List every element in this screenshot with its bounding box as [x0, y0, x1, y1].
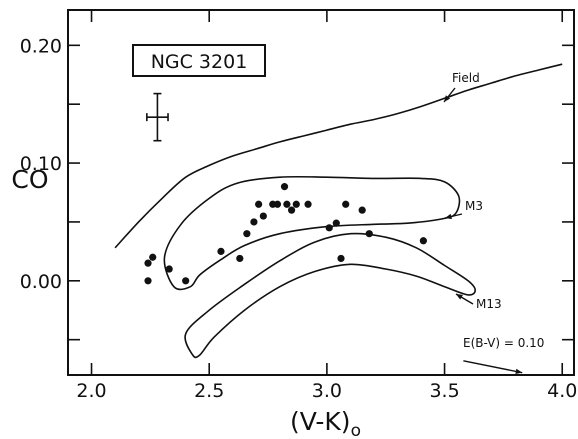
data-point — [255, 200, 263, 208]
x-axis-label: (V-K)o — [290, 407, 361, 439]
data-point — [165, 265, 173, 273]
x-tick-label: 2.0 — [76, 380, 106, 402]
data-point — [217, 247, 225, 255]
y-axis-label: CO — [11, 165, 48, 194]
data-point — [287, 206, 296, 214]
x-tick-label: 3.5 — [429, 380, 459, 402]
data-points — [144, 183, 427, 285]
y-tick-label: 0.00 — [20, 271, 62, 293]
data-point — [243, 230, 251, 238]
data-point — [332, 219, 340, 227]
data-point — [182, 277, 190, 285]
data-point — [337, 254, 345, 263]
data-point — [280, 183, 289, 191]
m13-leader-head — [456, 294, 463, 300]
data-point — [365, 230, 373, 238]
data-point — [273, 200, 282, 208]
data-point — [325, 224, 333, 232]
m13-label: M13 — [476, 297, 502, 311]
data-point — [144, 277, 152, 285]
y-tick-label: 0.20 — [20, 35, 62, 57]
chart-title: NGC 3201 — [151, 51, 248, 73]
y-tick-label: 0.10 — [20, 153, 62, 175]
curve-field — [114, 63, 563, 249]
data-point — [304, 200, 312, 208]
x-tick-label: 2.5 — [194, 380, 224, 402]
data-point — [419, 237, 427, 245]
data-point — [259, 212, 267, 220]
reddening-arrow-head — [515, 368, 523, 375]
data-point — [342, 200, 350, 208]
curve-annotations: Field M3 M13 E(B-V) = 0.10 — [452, 71, 544, 350]
plot-frame — [67, 9, 575, 376]
m3-label: M3 — [465, 199, 483, 213]
data-point — [149, 253, 157, 261]
sequence-curves — [114, 63, 563, 375]
data-point — [358, 206, 366, 214]
data-point — [236, 254, 244, 263]
data-point — [144, 259, 152, 267]
error-bar — [146, 92, 169, 142]
reddening-label: E(B-V) = 0.10 — [463, 336, 544, 350]
reddening-arrow — [463, 360, 523, 374]
curve-m3 — [163, 175, 461, 291]
data-point — [283, 200, 291, 208]
curve-m13 — [184, 232, 477, 359]
data-point — [292, 200, 300, 208]
x-tick-label: 4.0 — [547, 380, 577, 402]
field-label: Field — [452, 71, 480, 85]
axis-ticks — [68, 10, 574, 375]
m3-leader-head — [445, 213, 452, 220]
field-leader-head — [444, 95, 451, 102]
axis-tick-labels: 2.0 2.5 3.0 3.5 4.0 0.00 0.10 0.20 — [20, 35, 578, 402]
x-tick-label: 3.0 — [312, 380, 342, 402]
plot-border — [67, 9, 575, 376]
title-box: NGC 3201 — [132, 44, 266, 77]
data-point — [250, 218, 258, 226]
